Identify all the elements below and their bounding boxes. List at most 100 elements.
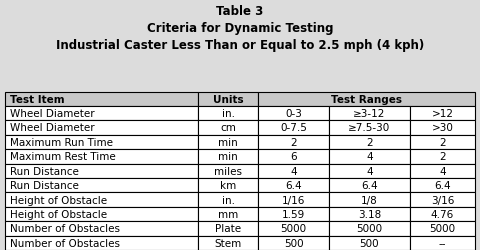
Text: Wheel Diameter: Wheel Diameter [10, 123, 94, 133]
Bar [258, 150, 329, 164]
Text: >12: >12 [432, 109, 454, 118]
Text: 4: 4 [439, 166, 446, 176]
Text: miles: miles [214, 166, 242, 176]
Text: min: min [218, 137, 238, 147]
Bar [198, 221, 258, 236]
Text: min: min [218, 152, 238, 162]
Text: 2: 2 [439, 137, 446, 147]
Bar [258, 192, 329, 207]
Text: Test Ranges: Test Ranges [331, 94, 402, 104]
Bar [5, 135, 198, 150]
Bar [198, 192, 258, 207]
Bar [410, 207, 475, 221]
Bar [198, 92, 258, 106]
Bar [258, 207, 329, 221]
Text: Run Distance: Run Distance [10, 166, 78, 176]
Bar [329, 150, 410, 164]
Bar [258, 236, 329, 250]
Text: 4: 4 [366, 152, 372, 162]
Text: 4.76: 4.76 [431, 209, 454, 219]
Text: cm: cm [220, 123, 236, 133]
Text: Table 3
Criteria for Dynamic Testing
Industrial Caster Less Than or Equal to 2.5: Table 3 Criteria for Dynamic Testing Ind… [56, 5, 424, 52]
Bar [198, 150, 258, 164]
Text: >30: >30 [432, 123, 454, 133]
Text: Stem: Stem [215, 238, 242, 248]
Bar [329, 121, 410, 135]
Text: 1/16: 1/16 [282, 195, 305, 205]
Bar [410, 121, 475, 135]
Text: Height of Obstacle: Height of Obstacle [10, 195, 107, 205]
Text: Maximum Rest Time: Maximum Rest Time [10, 152, 115, 162]
Bar [5, 106, 198, 121]
Text: 5000: 5000 [280, 224, 307, 234]
Text: Maximum Run Time: Maximum Run Time [10, 137, 112, 147]
Text: 0-3: 0-3 [285, 109, 302, 118]
Bar [329, 221, 410, 236]
Text: 2: 2 [290, 137, 297, 147]
Bar [198, 236, 258, 250]
Bar [198, 135, 258, 150]
Text: km: km [220, 180, 236, 190]
Bar [5, 192, 198, 207]
Text: 3/16: 3/16 [431, 195, 454, 205]
Text: Plate: Plate [215, 224, 241, 234]
Bar [258, 135, 329, 150]
Text: 2: 2 [366, 137, 372, 147]
Bar [5, 150, 198, 164]
Text: 4: 4 [290, 166, 297, 176]
Bar [410, 164, 475, 178]
Text: ≥3-12: ≥3-12 [353, 109, 385, 118]
Bar [410, 236, 475, 250]
Bar [410, 221, 475, 236]
Text: Height of Obstacle: Height of Obstacle [10, 209, 107, 219]
Text: 1.59: 1.59 [282, 209, 305, 219]
Bar [329, 106, 410, 121]
Bar [198, 121, 258, 135]
Text: 6: 6 [290, 152, 297, 162]
Text: Number of Obstacles: Number of Obstacles [10, 224, 120, 234]
Text: 5000: 5000 [430, 224, 456, 234]
Bar [329, 164, 410, 178]
Bar [198, 164, 258, 178]
Bar [5, 92, 198, 106]
Text: 1/8: 1/8 [361, 195, 378, 205]
Bar [329, 135, 410, 150]
Bar [410, 135, 475, 150]
Text: Run Distance: Run Distance [10, 180, 78, 190]
Bar [5, 164, 198, 178]
Bar [258, 164, 329, 178]
Text: 0-7.5: 0-7.5 [280, 123, 307, 133]
Text: 2: 2 [439, 152, 446, 162]
Text: 6.4: 6.4 [361, 180, 378, 190]
Bar [410, 150, 475, 164]
Text: Wheel Diameter: Wheel Diameter [10, 109, 94, 118]
Text: 4: 4 [366, 166, 372, 176]
Bar [5, 207, 198, 221]
Text: 3.18: 3.18 [358, 209, 381, 219]
Bar [410, 178, 475, 192]
Text: 500: 500 [284, 238, 303, 248]
Bar [329, 236, 410, 250]
Text: Units: Units [213, 94, 243, 104]
Text: Number of Obstacles: Number of Obstacles [10, 238, 120, 248]
Text: ≥7.5-30: ≥7.5-30 [348, 123, 391, 133]
Text: mm: mm [218, 209, 239, 219]
Text: 6.4: 6.4 [285, 180, 302, 190]
Bar [258, 221, 329, 236]
Text: in.: in. [222, 109, 235, 118]
Text: 5000: 5000 [356, 224, 383, 234]
Bar [410, 192, 475, 207]
Text: Test Item: Test Item [10, 94, 64, 104]
Bar [410, 106, 475, 121]
Bar [258, 178, 329, 192]
Bar [258, 121, 329, 135]
Bar [5, 236, 198, 250]
Bar [198, 178, 258, 192]
Text: 500: 500 [360, 238, 379, 248]
Bar [329, 192, 410, 207]
Text: in.: in. [222, 195, 235, 205]
Bar [5, 121, 198, 135]
Bar [258, 92, 475, 106]
Bar [198, 106, 258, 121]
Bar [198, 207, 258, 221]
